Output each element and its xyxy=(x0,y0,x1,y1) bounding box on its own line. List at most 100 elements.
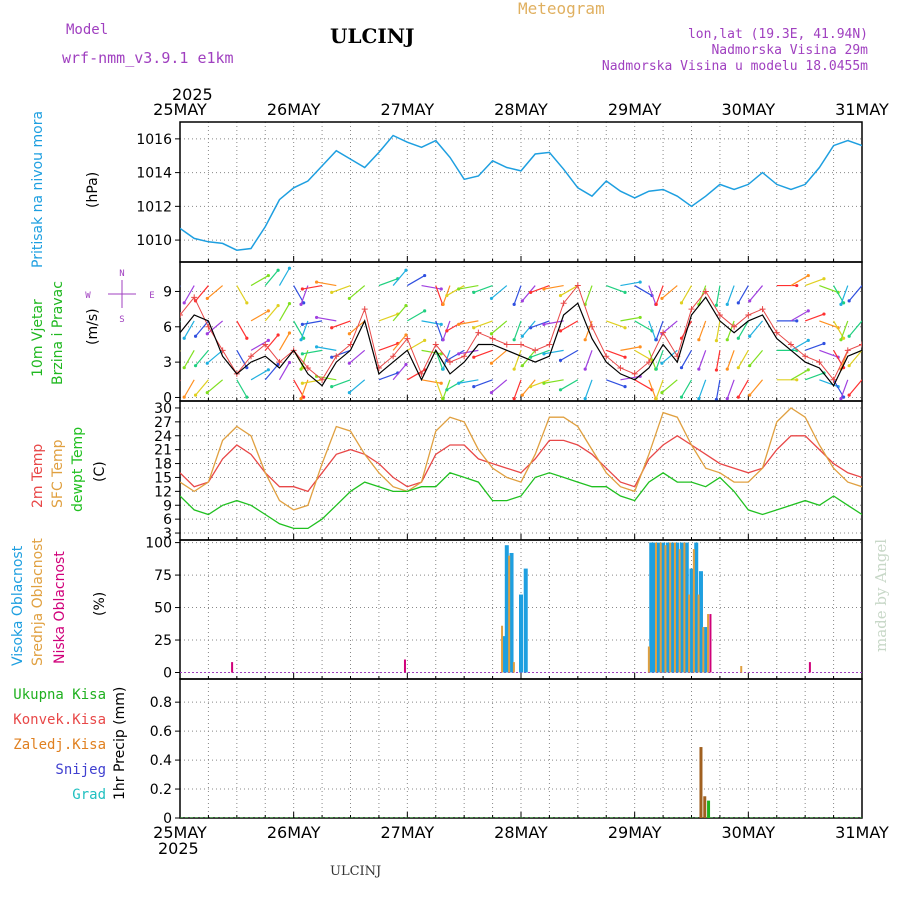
wind-arrow xyxy=(819,349,839,358)
y-tick-label: 0.8 xyxy=(150,695,172,711)
wind-arrow-head xyxy=(520,364,524,368)
wind-gust-marker xyxy=(645,359,652,366)
wind-arrow xyxy=(264,334,279,351)
wind-arrow xyxy=(180,320,181,323)
wind-gust-marker xyxy=(589,323,596,330)
wind-arrow-head xyxy=(558,293,563,298)
y-tick-label: 0.4 xyxy=(150,753,172,769)
cloud-bar xyxy=(709,614,712,673)
wind-arrow-head xyxy=(205,296,209,301)
wind-arrow-head xyxy=(457,381,461,385)
wind-arrow xyxy=(680,350,693,368)
wind-gust-marker xyxy=(432,341,439,348)
wind-arrow-head xyxy=(806,368,810,372)
wind-arrow-head xyxy=(542,287,546,291)
y-tick-label: 18 xyxy=(154,457,172,473)
cloud-bar xyxy=(702,627,705,673)
wind-arrow xyxy=(392,334,407,351)
cloud-bar xyxy=(808,662,811,673)
wind-arrow-head xyxy=(172,368,175,371)
wind-arrow xyxy=(407,310,425,322)
wind-arrow-head xyxy=(193,393,198,397)
wind-arrow-head xyxy=(245,336,249,340)
wind-arrow xyxy=(530,284,550,293)
wind-gust-marker xyxy=(603,353,610,360)
wind-arrow-head xyxy=(822,341,826,346)
cloud-bar xyxy=(678,549,681,673)
cloud-bar xyxy=(680,542,685,673)
wind-arrow xyxy=(620,316,641,322)
wind-gust-marker xyxy=(844,347,851,354)
wind-arrow xyxy=(206,379,224,394)
wind-gust-marker xyxy=(319,376,326,383)
wind-arrow-head xyxy=(439,322,443,326)
wind-arrow-head xyxy=(347,332,351,336)
wind-arrow xyxy=(278,267,290,286)
wind-arrow xyxy=(316,346,337,351)
wind-arrow-head xyxy=(748,393,752,397)
panel-series xyxy=(172,266,862,401)
wind-arrow xyxy=(446,349,465,361)
wind-arrow-head xyxy=(287,266,292,270)
wind-gust-marker xyxy=(830,376,837,383)
wind-arrow-head xyxy=(623,355,627,359)
wind-arrow-head xyxy=(423,309,427,313)
model-name: wrf-nmm_v3.9.1 e1km xyxy=(62,49,234,67)
wind-arrow-head xyxy=(806,273,810,278)
wind-arrow-head xyxy=(520,393,524,397)
compass-letter: E xyxy=(149,291,154,301)
cloud-bar xyxy=(707,614,710,673)
y-tick-label: 1012 xyxy=(136,199,172,215)
cloud-bar xyxy=(403,659,406,673)
wind-arrow-head xyxy=(847,334,851,338)
wind-arrow xyxy=(698,350,707,370)
wind-arrow xyxy=(521,320,536,337)
wind-arrow xyxy=(840,285,849,305)
wind-arrow xyxy=(421,320,442,325)
wind-arrow xyxy=(331,320,351,329)
wind-arrow xyxy=(726,350,735,370)
precip-strat-label: Zaledj.Kisa xyxy=(13,737,106,753)
wind-arrow-head xyxy=(489,391,494,395)
date-label-bottom: 26MAY xyxy=(267,823,321,842)
cloud-bar xyxy=(689,568,694,673)
wind-gust-marker xyxy=(859,341,862,348)
y-tick-label: 27 xyxy=(154,415,172,431)
cloud-bar xyxy=(501,625,504,673)
wind-arrow-head xyxy=(714,368,719,372)
wind-arrow xyxy=(715,350,721,371)
date-label-top: 29MAY xyxy=(608,100,662,119)
wind-arrow xyxy=(804,342,825,351)
wind-arrow-head xyxy=(193,364,198,368)
wind-arrow-head xyxy=(839,302,843,306)
wind-arrow xyxy=(302,349,323,355)
wind-arrow-head xyxy=(472,290,476,294)
wind-arrow xyxy=(606,320,626,329)
wind-arrow xyxy=(606,284,626,293)
wind-arrow-head xyxy=(736,336,740,340)
cloud-bar xyxy=(231,662,234,673)
graupel-label: Grad xyxy=(72,787,106,803)
precip-conv-label: Konvek.Kisa xyxy=(13,712,106,728)
year-bottom: 2025 xyxy=(158,839,199,858)
wind-arrow-head xyxy=(489,296,494,301)
wind-arrow-head xyxy=(299,338,303,342)
precip-unit-label: 1hr Precip (mm) xyxy=(112,687,128,800)
temp-line-1 xyxy=(180,407,862,511)
date-label-top: 28MAY xyxy=(494,100,548,119)
wind-arrow xyxy=(804,313,825,322)
wind-arrow-head xyxy=(679,395,684,399)
wind-arrow xyxy=(407,339,425,351)
wind-arrow-head xyxy=(276,362,280,367)
wind-arrow-head xyxy=(302,301,306,305)
wind-arrow xyxy=(250,369,269,381)
wind-arrow xyxy=(661,379,678,394)
wind-arrow xyxy=(790,310,809,322)
y-tick-label: 1010 xyxy=(136,233,172,249)
wind-arrow-head xyxy=(725,396,729,401)
wind-arrow xyxy=(715,379,721,400)
wind-arrow xyxy=(804,278,825,287)
pressure-series-label: Pritisak na nivou mora xyxy=(30,111,46,268)
wind-gust-marker xyxy=(276,359,283,366)
y-tick-label: 6 xyxy=(163,512,172,528)
